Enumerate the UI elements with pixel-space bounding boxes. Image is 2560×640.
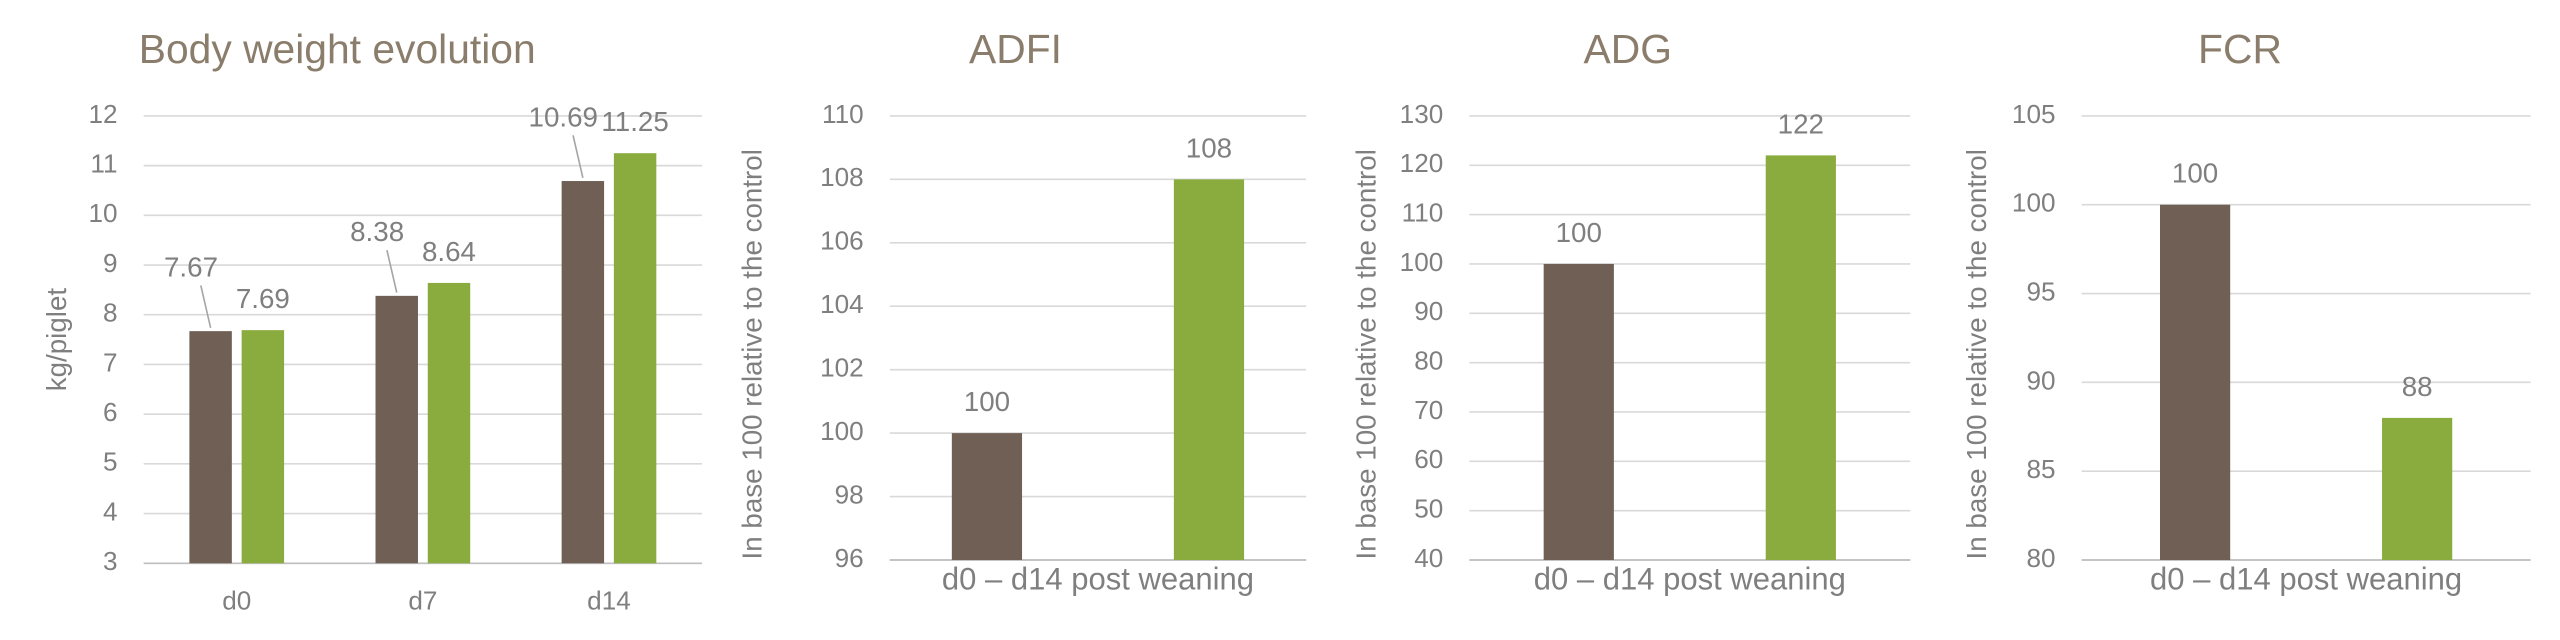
bar — [375, 295, 418, 564]
x-tick-label: d0 – d14 post weaning — [942, 561, 1254, 596]
y-tick-label: 95 — [2026, 276, 2055, 306]
bar — [613, 153, 657, 564]
y-tick-label: 50 — [1414, 494, 1443, 524]
y-tick-label: 120 — [1400, 148, 1444, 178]
y-axis-label: In base 100 relative to the control — [1350, 149, 1381, 559]
data-label: 7.69 — [236, 283, 290, 314]
y-tick-label: 90 — [1414, 296, 1443, 326]
leader-line — [572, 135, 584, 178]
y-tick-label: 80 — [1414, 346, 1443, 376]
chart-title: FCR — [2198, 26, 2282, 72]
bar — [2382, 417, 2453, 560]
chart-title: ADG — [1584, 26, 1672, 72]
y-tick-label: 70 — [1414, 395, 1443, 425]
leader-line — [200, 285, 212, 329]
y-tick-label: 110 — [822, 99, 864, 129]
chart-title: Body weight evolution — [139, 26, 536, 72]
y-axis-label: In base 100 relative to the control — [1961, 149, 1992, 559]
y-tick-label: 110 — [1402, 198, 1444, 228]
data-label: 100 — [2172, 158, 2218, 189]
bar — [561, 181, 605, 564]
y-tick-label: 3 — [103, 546, 118, 576]
y-tick-label: 100 — [820, 416, 864, 446]
data-label: 100 — [964, 386, 1010, 417]
y-tick-label: 85 — [2026, 454, 2055, 484]
y-tick-label: 8 — [103, 298, 118, 328]
y-tick-label: 7 — [103, 347, 118, 377]
x-tick-label: d7 — [408, 585, 437, 615]
y-tick-label: 100 — [2012, 188, 2056, 218]
data-label: 108 — [1186, 132, 1232, 163]
y-tick-label: 40 — [1414, 543, 1443, 573]
bar — [1765, 155, 1836, 561]
data-label: 100 — [1556, 217, 1602, 248]
y-tick-label: 90 — [2026, 365, 2055, 395]
chart-title: ADFI — [969, 26, 1062, 72]
y-tick-label: 100 — [1400, 247, 1444, 277]
y-tick-label: 106 — [820, 226, 864, 256]
data-label: 11.25 — [601, 106, 668, 137]
y-tick-label: 6 — [103, 397, 118, 427]
data-label: 8.64 — [422, 236, 476, 267]
bar — [951, 433, 1023, 560]
x-tick-label: d0 – d14 post weaning — [2150, 561, 2462, 596]
data-label: 88 — [2402, 371, 2433, 402]
x-tick-label: d0 — [222, 585, 251, 615]
data-label: 122 — [1778, 108, 1824, 139]
y-tick-label: 80 — [2026, 543, 2055, 573]
data-label: 10.69 — [529, 101, 598, 132]
y-tick-label: 104 — [820, 289, 864, 319]
bar — [189, 331, 232, 564]
y-tick-label: 10 — [89, 198, 118, 228]
y-tick-label: 5 — [103, 447, 118, 477]
y-tick-label: 4 — [103, 496, 118, 526]
y-axis-label: In base 100 relative to the control — [737, 149, 768, 559]
leader-line — [386, 249, 398, 293]
data-label: 7.67 — [164, 251, 218, 282]
bar — [2160, 204, 2231, 561]
y-tick-label: 130 — [1400, 99, 1444, 129]
y-tick-label: 105 — [2012, 99, 2056, 129]
x-tick-label: d14 — [587, 585, 631, 615]
bar — [1543, 263, 1614, 560]
y-tick-label: 96 — [835, 543, 864, 573]
y-tick-label: 60 — [1414, 444, 1443, 474]
data-label: 8.38 — [350, 216, 404, 247]
y-tick-label: 108 — [820, 162, 864, 192]
y-tick-label: 102 — [820, 353, 864, 383]
bar — [241, 330, 285, 564]
y-tick-label: 11 — [90, 149, 117, 179]
y-axis-label: kg/piglet — [41, 288, 72, 392]
y-tick-label: 98 — [835, 479, 864, 509]
y-tick-label: 12 — [89, 99, 118, 129]
x-tick-label: d0 – d14 post weaning — [1534, 561, 1846, 596]
bar — [1173, 179, 1245, 561]
y-tick-label: 9 — [103, 248, 118, 278]
bar — [427, 282, 471, 564]
